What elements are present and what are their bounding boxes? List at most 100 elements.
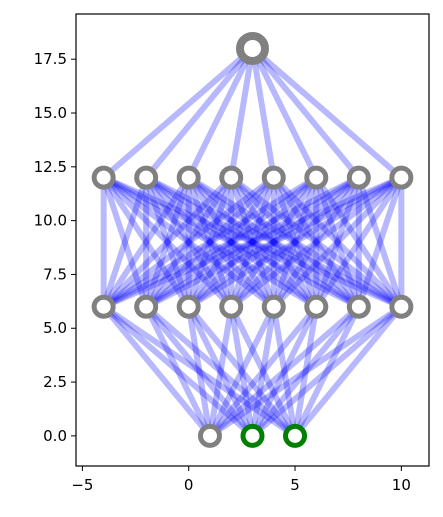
edge-line (292, 304, 404, 438)
edge-line (101, 175, 234, 309)
x-tick-label: 10 (392, 476, 411, 494)
edge-line (249, 47, 319, 179)
edge-line (144, 175, 276, 309)
edge-line (313, 175, 404, 309)
edge-line (228, 47, 256, 179)
edge-line (249, 47, 277, 179)
edge-line (229, 175, 361, 309)
y-tick-label: 10.0 (34, 212, 67, 230)
edge-line (102, 174, 403, 310)
edge-line (101, 175, 192, 309)
edge-line (250, 46, 362, 180)
edge-line (101, 175, 192, 309)
edge-line (186, 175, 277, 309)
y-tick-label: 15.0 (34, 104, 67, 122)
edge-line (249, 306, 277, 437)
edge-line (270, 176, 320, 308)
edge-line (208, 304, 404, 439)
edge-line (228, 175, 319, 309)
edge-line (144, 174, 403, 310)
ticks-layer: −5 0 5 10 0.0 2.5 5.0 7.5 10.0 12.5 15.0 17.5 (34, 50, 411, 494)
edge-line (144, 304, 297, 439)
edge-line (102, 175, 318, 310)
edge-line (186, 175, 319, 309)
edge-line (102, 174, 403, 310)
node-point (283, 423, 308, 448)
edge-line (101, 175, 276, 310)
node-point (261, 294, 286, 319)
edge-line (185, 176, 235, 308)
edge-line (144, 174, 403, 310)
edge-line (355, 176, 405, 308)
edge-line (271, 175, 362, 309)
edge-line (185, 176, 235, 308)
edge-line (186, 304, 298, 438)
edge-line (355, 176, 405, 308)
node-point (304, 294, 329, 319)
edge-line (101, 304, 297, 439)
edge-line (144, 175, 319, 310)
edge-line (313, 176, 362, 308)
edge-line (143, 305, 213, 438)
y-tick-label: 7.5 (43, 265, 67, 283)
edge-line (102, 174, 361, 310)
edge-line (228, 175, 319, 309)
edge-line (271, 175, 404, 309)
edge-line (250, 46, 404, 180)
edge-line (143, 175, 234, 309)
node-point (219, 294, 244, 319)
edge-line (100, 176, 150, 308)
edge-line (271, 175, 404, 309)
nodes-layer (91, 31, 414, 448)
node-point (197, 423, 222, 448)
edge-line (292, 306, 320, 437)
node-point (176, 294, 201, 319)
edge-line (144, 175, 361, 310)
node-point (389, 165, 414, 190)
edge-line (101, 175, 234, 309)
edge-line (270, 176, 320, 308)
x-tick-label: −5 (71, 476, 93, 494)
edge-line (101, 304, 213, 438)
node-point (346, 165, 371, 190)
edges-layer (100, 46, 405, 439)
edge-line (229, 175, 361, 309)
edge-line (250, 304, 362, 438)
x-tick-label: 5 (290, 476, 300, 494)
x-tick-label: 0 (184, 476, 194, 494)
edge-line (143, 176, 192, 308)
edge-line (143, 46, 255, 180)
node-point (346, 294, 371, 319)
edge-line (250, 304, 404, 439)
edge-line (313, 175, 404, 309)
node-point (236, 31, 269, 65)
edge-line (292, 305, 362, 438)
edge-line (187, 175, 403, 310)
edge-line (144, 175, 319, 310)
node-point (219, 165, 244, 190)
edge-line (143, 175, 234, 309)
plot-frame (75, 13, 430, 467)
node-point (91, 294, 116, 319)
edge-line (100, 176, 150, 308)
edge-line (186, 175, 361, 310)
y-tick-label: 2.5 (43, 373, 67, 391)
edge-line (186, 47, 256, 179)
node-point (176, 165, 201, 190)
edge-line (187, 175, 403, 310)
edge-line (144, 175, 361, 310)
edge-line (207, 306, 235, 437)
node-point (261, 165, 286, 190)
edge-line (228, 306, 256, 437)
edge-line (249, 305, 319, 438)
edge-line (101, 46, 255, 180)
y-tick-label: 5.0 (43, 319, 67, 337)
edge-line (143, 176, 192, 308)
node-point (91, 165, 116, 190)
edge-line (102, 175, 318, 310)
edge-line (208, 304, 361, 439)
y-tick-label: 12.5 (34, 158, 67, 176)
edge-line (313, 176, 362, 308)
